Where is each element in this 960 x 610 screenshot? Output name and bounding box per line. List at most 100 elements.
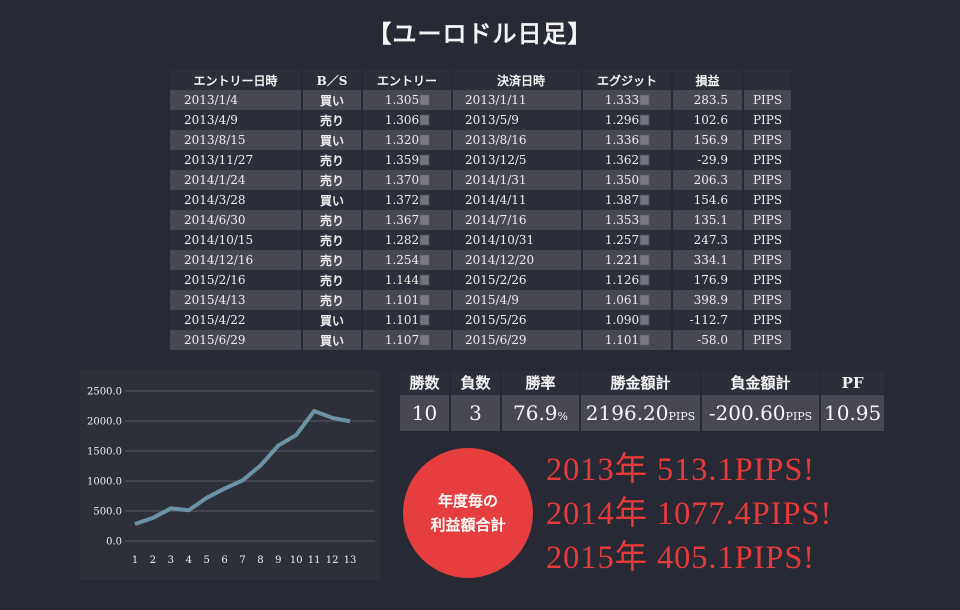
exit-price-value: 1.350 [604,173,640,187]
cell-side: 売り [303,270,361,290]
entry-date-value: 2015/4/22 [184,313,246,327]
table-row: 2015/2/16 売り 1.144 2015/2/26 1.126 176.9 PIPS [170,270,791,290]
redacted-digits [420,155,430,165]
side-value: 買い [319,193,344,208]
exit-price-value: 1.333 [604,93,640,107]
cell-side: 売り [303,150,361,170]
profit-loss-value: 283.5 [693,93,728,107]
y-tick-label: 0.0 [106,537,122,548]
series-line [134,409,351,526]
yearly-total-2013: 2013年 513.1PIPS! [546,452,816,488]
cell-entry-price: 1.320 [363,130,451,150]
table-row: 2014/1/24 売り 1.370 2014/1/31 1.350 206.3 PIPS [170,170,791,190]
cell-exit-date: 2014/1/31 [453,170,581,190]
cell-profit-loss: -112.7 [673,310,742,330]
cell-profit-loss: 283.5 [673,90,742,110]
cell-side: 売り [303,210,361,230]
cell-entry-date: 2015/4/13 [170,290,301,310]
cell-unit: PIPS [744,250,791,270]
entry-date-value: 2013/11/27 [184,153,254,167]
redacted-digits [640,115,650,125]
redacted-digits [420,335,430,345]
side-value: 売り [319,213,344,228]
table-row: 2013/11/27 売り 1.359 2013/12/5 1.362 -29.9 PIPS [170,150,791,170]
exit-date-value: 2013/1/11 [465,93,527,107]
badge-line-1: 年度毎の [437,492,498,510]
cell-exit-price: 1.126 [583,270,671,290]
entry-date-value: 2015/2/16 [184,273,246,287]
table-row: 2014/12/16 売り 1.254 2014/12/20 1.221 334.1 PIP… [170,250,791,270]
cell-exit-price: 1.061 [583,290,671,310]
x-tick-label: 4 [186,555,192,566]
profit-loss-value: -29.9 [697,153,728,167]
x-tick-label: 1 [132,555,138,566]
exit-price-value: 1.336 [604,133,640,147]
stats-table: 勝数 負数 勝率 勝金額計 負金額計 PF 10 3 76.9% 2196.20… [398,370,886,432]
cell-unit: PIPS [744,130,791,150]
redacted-digits [640,95,650,105]
profit-loss-value: 206.3 [693,173,728,187]
entry-price-value: 1.306 [384,113,420,127]
cell-entry-price: 1.254 [363,250,451,270]
profit-loss-value: -58.0 [697,333,728,347]
cumulative-pl-chart: 0.0 500.0 1000.0 1500.0 2000.0 2500.0 1 2 3 4 5 6 7 8… [80,370,380,580]
cell-entry-price: 1.372 [363,190,451,210]
cell-exit-date: 2014/7/16 [453,210,581,230]
cell-entry-date: 2013/8/15 [170,130,301,150]
redacted-digits [420,175,430,185]
cell-entry-price: 1.101 [363,310,451,330]
cell-side: 買い [303,90,361,110]
badge-line-2: 利益額合計 [430,516,506,534]
x-tick-label: 3 [168,555,174,566]
cell-exit-price: 1.257 [583,230,671,250]
profit-loss-value: 334.1 [693,253,728,267]
profit-loss-value: -112.7 [689,313,728,327]
cell-side: 売り [303,110,361,130]
stats-loss-total-unit: PIPS [785,410,813,423]
entry-price-value: 1.144 [384,273,420,287]
exit-price-value: 1.126 [604,273,640,287]
cell-entry-price: 1.367 [363,210,451,230]
col-exit: エグジット [583,70,671,90]
stats-win-total: 2196.20PIPS [581,395,700,431]
side-value: 売り [319,253,344,268]
cell-profit-loss: 135.1 [673,210,742,230]
entry-date-value: 2014/3/28 [184,193,246,207]
unit-value: PIPS [752,333,783,347]
cell-exit-price: 1.336 [583,130,671,150]
unit-value: PIPS [752,133,783,147]
cell-unit: PIPS [744,290,791,310]
redacted-digits [420,235,430,245]
table-row: 2013/1/4 買い 1.305 2013/1/11 1.333 283.5 PIPS [170,90,791,110]
x-tick-label: 7 [239,555,245,566]
exit-price-value: 1.353 [604,213,640,227]
unit-value: PIPS [752,153,783,167]
stats-wins-header: 勝数 [400,371,449,394]
cell-exit-date: 2014/4/11 [453,190,581,210]
exit-date-value: 2014/4/11 [465,193,527,207]
entry-date-value: 2014/6/30 [184,213,246,227]
cell-entry-date: 2014/12/16 [170,250,301,270]
redacted-digits [640,195,650,205]
stats-losses-header: 負数 [451,371,500,394]
cell-exit-date: 2013/12/5 [453,150,581,170]
cell-entry-price: 1.359 [363,150,451,170]
redacted-digits [420,315,430,325]
x-tick-label: 12 [326,555,339,566]
stats-losses-value: 3 [469,401,482,425]
redacted-digits [640,155,650,165]
cell-exit-date: 2015/4/9 [453,290,581,310]
col-entry: エントリー [363,70,451,90]
cell-exit-price: 1.387 [583,190,671,210]
cell-profit-loss: -29.9 [673,150,742,170]
cell-unit: PIPS [744,110,791,130]
entry-date-value: 2013/8/15 [184,133,246,147]
exit-date-value: 2014/10/31 [465,233,535,247]
cell-unit: PIPS [744,210,791,230]
table-row: 2014/3/28 買い 1.372 2014/4/11 1.387 154.6 PIPS [170,190,791,210]
side-value: 売り [319,113,344,128]
unit-value: PIPS [752,93,783,107]
redacted-digits [640,295,650,305]
stats-win-total-unit: PIPS [668,410,696,423]
cell-entry-price: 1.282 [363,230,451,250]
